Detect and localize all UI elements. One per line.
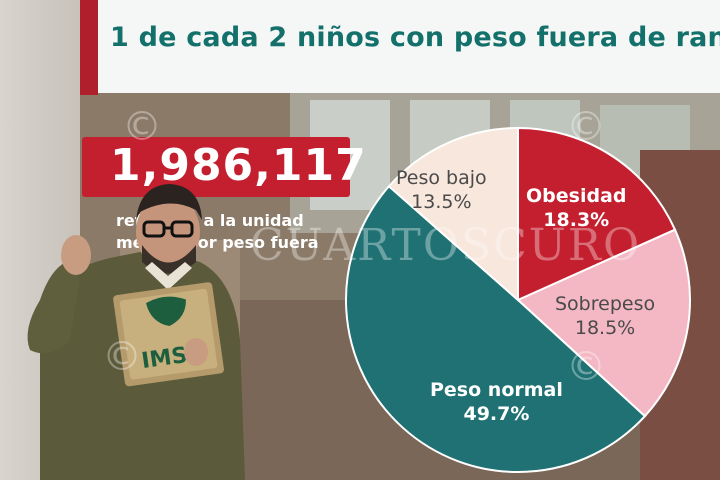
pie-slice-obesidad [517, 126, 677, 302]
copyright-mark: © [102, 334, 142, 380]
slide-accent-bar [80, 0, 98, 95]
presenter-hand [61, 235, 91, 275]
pie-label-value: 49.7% [463, 403, 530, 425]
pie-label-value: 13.5% [411, 191, 472, 213]
presenter-hair [136, 184, 202, 220]
slide-title-bar: 1 de cada 2 niños con peso fuera de rang… [98, 0, 720, 93]
pie-label-peso-normal: Peso normal 49.7% [430, 378, 563, 426]
slide-title: 1 de cada 2 niños con peso fuera de rang… [110, 22, 720, 53]
pie-label-category: Obesidad [526, 185, 627, 207]
eagle-emblem-icon [146, 296, 186, 327]
glasses-icon [142, 220, 194, 238]
presenter-collar [145, 262, 192, 290]
pie-label-value: 18.5% [574, 317, 636, 339]
stat-highlight-box [82, 137, 350, 197]
copyright-mark: © [122, 104, 162, 150]
pie-label-category: Sobrepeso [555, 293, 656, 315]
pie-slice-sobrepeso [516, 228, 691, 418]
pie-label-value: 18.3% [543, 209, 610, 231]
pie-label-obesidad: Obesidad 18.3% [526, 184, 626, 232]
pie-label-category: Peso bajo [396, 167, 487, 189]
pie-slice-peso-normal [345, 184, 647, 473]
copyright-mark: © [566, 104, 606, 150]
stat-number: 1,986,117 [110, 140, 367, 191]
pie-label-sobrepeso: Sobrepeso 18.5% [555, 292, 655, 340]
watermark-text: CUARTOSCURO [250, 220, 642, 271]
presenter-head [136, 194, 200, 270]
presenter-arm [27, 262, 81, 354]
copyright-mark: © [566, 344, 606, 390]
pie-label-category: Peso normal [430, 379, 563, 401]
pie-label-peso-bajo: Peso bajo 13.5% [396, 166, 487, 214]
pie-slice-peso-bajo [387, 126, 519, 303]
presenter-hand [184, 338, 208, 366]
